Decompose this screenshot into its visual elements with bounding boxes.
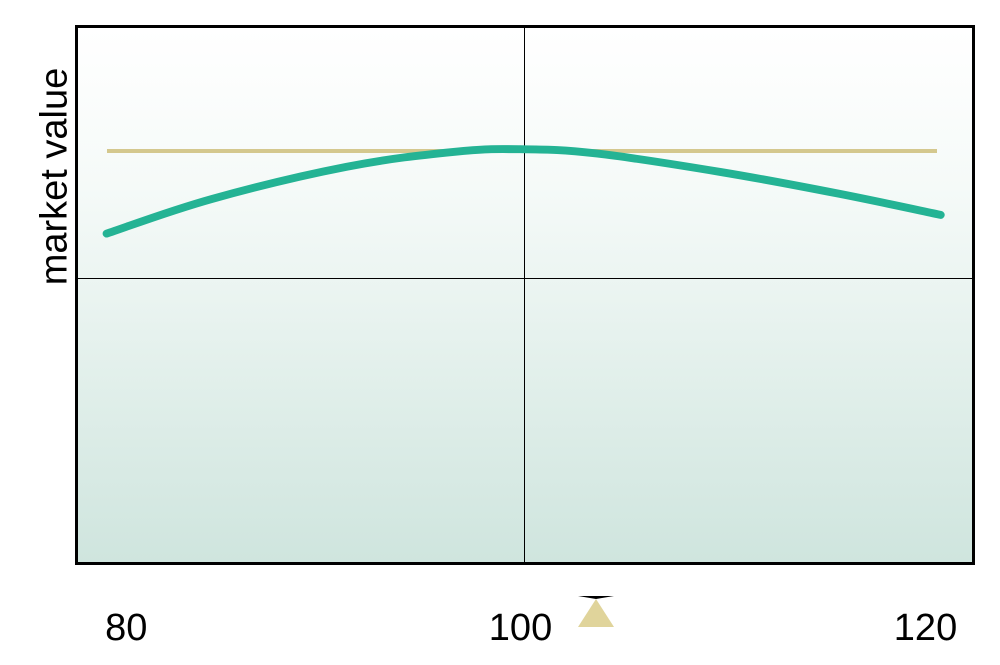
curve-svg [78, 28, 972, 562]
x-tick-120: 120 [894, 607, 957, 650]
market-value-curve [107, 149, 941, 234]
x-tick-80: 80 [105, 607, 147, 650]
x-marker-triangle-icon [578, 596, 614, 627]
y-axis-label: market value [34, 27, 77, 327]
x-tick-100: 100 [489, 607, 552, 650]
plot-area [75, 25, 975, 565]
chart-container [75, 25, 975, 565]
